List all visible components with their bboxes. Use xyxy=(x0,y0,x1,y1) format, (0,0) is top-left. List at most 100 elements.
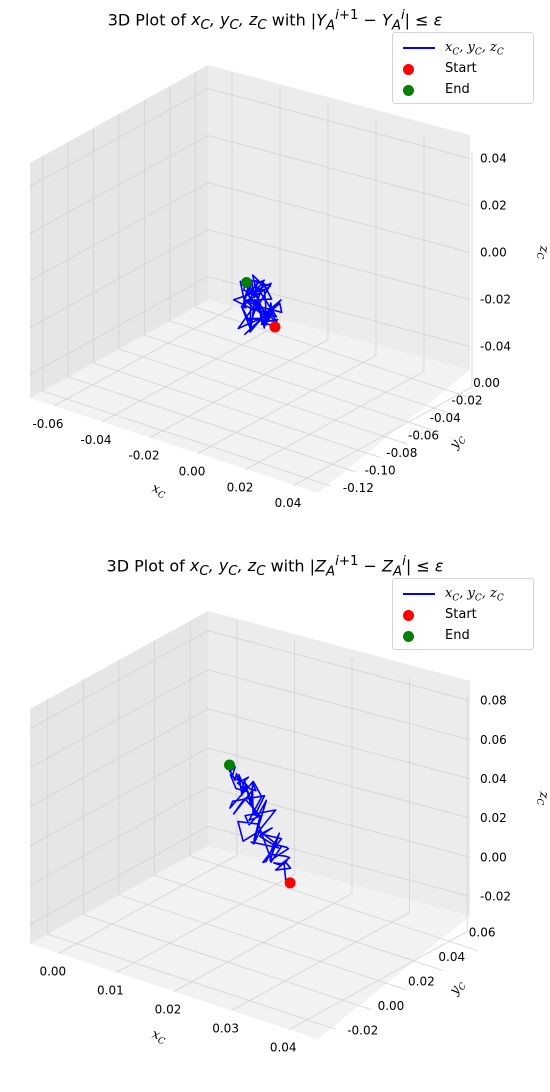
z-axis-label: zC xyxy=(534,245,550,260)
chart-plot-area: 0.000.010.020.030.04-0.020.000.020.040.0… xyxy=(29,611,550,1055)
legend-item-path: xC, yC, zC xyxy=(393,39,533,58)
grid-line-x xyxy=(289,696,468,1030)
end-marker xyxy=(241,277,253,288)
legend-item-end: End xyxy=(393,81,533,99)
grid-line-x xyxy=(197,120,377,454)
y-tick-label: -0.06 xyxy=(408,429,439,443)
grid-line-z xyxy=(29,786,471,886)
start-marker xyxy=(284,877,296,889)
grid-line-y xyxy=(83,679,372,1010)
legend-green-dot xyxy=(403,631,414,642)
grid-line-z xyxy=(29,708,471,808)
grid-line-x xyxy=(293,152,473,486)
grid-line-y xyxy=(194,72,484,403)
legend-label: Start xyxy=(445,61,477,76)
legend: xC, yC, zC Start End xyxy=(392,32,534,104)
y-tick-label: 0.02 xyxy=(408,975,435,989)
legend-label: Start xyxy=(445,607,477,622)
legend: xC, yC, zC Start End xyxy=(392,578,534,650)
grid-line-z xyxy=(29,825,471,925)
grid-line-z xyxy=(29,88,471,187)
grid-line-z xyxy=(29,229,471,328)
grid-line-x xyxy=(245,136,425,470)
legend-line-swatch xyxy=(403,593,435,595)
x-tick-label: -0.06 xyxy=(32,417,63,431)
y-tick-label: -0.10 xyxy=(365,464,396,478)
y-tick-label: -0.02 xyxy=(451,393,482,407)
z-tick-label: 0.06 xyxy=(480,733,507,747)
grid-line-z xyxy=(29,630,471,729)
chart-title: 3D Plot of xC, yC, zC with |YAi+1 − YAi|… xyxy=(107,8,443,34)
x-tick-label: 0.04 xyxy=(270,1041,297,1055)
y-tick-label: 0.04 xyxy=(438,950,465,964)
legend-label: End xyxy=(445,628,470,643)
legend-red-dot xyxy=(403,64,414,75)
grid-line-x xyxy=(116,639,295,973)
floor-pane xyxy=(30,300,470,493)
x-axis-label: xC xyxy=(149,481,168,502)
z-axis-label: zC xyxy=(534,791,550,806)
legend-item-end: End xyxy=(393,627,533,645)
y-tick-label: 0.00 xyxy=(473,376,500,390)
y-tick-label: -0.02 xyxy=(347,1024,378,1038)
grid-line-z xyxy=(29,747,471,847)
x-tick-label: -0.04 xyxy=(80,433,111,447)
y-tick-label: 0.06 xyxy=(469,925,496,939)
z-tick-label: -0.02 xyxy=(480,889,511,903)
data-layer xyxy=(224,759,296,889)
legend-item-path: xC, yC, zC xyxy=(393,585,533,604)
y-tick-label: -0.12 xyxy=(343,481,374,495)
legend-line-swatch xyxy=(403,47,435,49)
y-axis-label: yC xyxy=(446,431,469,453)
legend-label: End xyxy=(445,82,470,97)
grid-line-y xyxy=(118,114,408,445)
axis-ticks: -0.06 -0.04 -0.02 0.00 0.02 0.04 -0.12 -0.10 -0.… xyxy=(32,152,550,511)
z-tick-label: -0.02 xyxy=(480,293,511,307)
z-tick-label: 0.04 xyxy=(480,772,507,786)
x-tick-label: 0.02 xyxy=(155,1003,182,1017)
x-tick-label: 0.01 xyxy=(97,984,124,998)
start-marker xyxy=(269,321,281,333)
z-tick-label: 0.02 xyxy=(480,811,507,825)
z-tick-label: 0.08 xyxy=(480,694,507,708)
x-tick-label: 0.00 xyxy=(179,464,206,478)
x-tick-label: 0.03 xyxy=(212,1022,239,1036)
z-tick-label: 0.00 xyxy=(480,850,507,864)
x-tick-label: 0.04 xyxy=(275,496,302,510)
grid-line-x xyxy=(58,620,238,954)
legend-label: xC, yC, zC xyxy=(445,586,504,604)
x-tick-label: 0.00 xyxy=(39,965,66,979)
grid-line-y xyxy=(93,128,382,459)
grid-lines xyxy=(29,620,479,1030)
grid-line-y xyxy=(118,660,408,991)
y-tick-label: -0.04 xyxy=(430,411,461,425)
z-tick-label: 0.04 xyxy=(480,152,507,166)
chart-panel-z-constraint: 3D Plot of xC, yC, zC with |ZAi+1 − ZAi|… xyxy=(0,546,550,1092)
z-tick-label: 0.00 xyxy=(480,246,507,260)
grid-line-y xyxy=(143,100,433,431)
grid-line-y xyxy=(189,620,479,952)
grid-line-z xyxy=(29,182,471,281)
legend-label: xC, yC, zC xyxy=(445,40,504,58)
y-axis-label: yC xyxy=(446,977,469,999)
grid-line-x xyxy=(231,677,411,1011)
legend-green-dot xyxy=(403,85,414,96)
x-tick-label: 0.02 xyxy=(227,480,254,494)
grid-line-x xyxy=(101,88,281,423)
end-marker xyxy=(224,759,235,771)
z-tick-label: 0.02 xyxy=(480,199,507,213)
path-line xyxy=(228,764,292,884)
grid-line-z xyxy=(29,135,471,234)
grid-line-z xyxy=(29,669,471,769)
grid-line-z xyxy=(29,276,471,375)
y-tick-label: -0.08 xyxy=(386,446,417,460)
chart-plot-area: -0.06 -0.04 -0.02 0.00 0.02 0.04 -0.12 -0.10 -0.… xyxy=(29,65,550,511)
data-layer xyxy=(232,274,283,336)
chart-panel-y-constraint: 3D Plot of xC, yC, zC with |YAi+1 − YAi|… xyxy=(29,8,550,511)
grid-line-x xyxy=(173,658,353,992)
grid-line-y xyxy=(169,86,459,417)
grid-line-y xyxy=(47,699,336,1030)
x-axis-label: xC xyxy=(149,1027,168,1048)
legend-red-dot xyxy=(403,610,414,621)
legend-item-start: Start xyxy=(393,60,533,78)
